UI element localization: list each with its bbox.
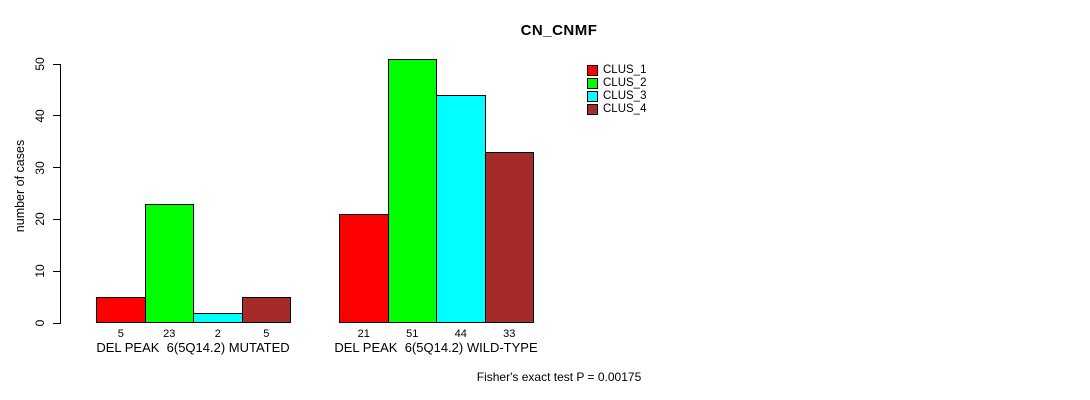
legend-label: CLUS_2 <box>603 76 647 89</box>
bar-value-label: 2 <box>214 328 221 340</box>
bar-value-label: 5 <box>263 328 270 340</box>
bar-value-label: 44 <box>454 328 467 340</box>
x-category-label: DEL PEAK 6(5Q14.2) WILD-TYPE <box>334 340 538 355</box>
bar-clus_4-group2 <box>484 152 534 323</box>
bar-clus_4-group1 <box>241 297 291 323</box>
legend-color-swatch <box>587 78 598 89</box>
bar-value-label: 33 <box>503 328 516 340</box>
y-axis-title: number of cases <box>13 139 27 233</box>
bar-clus_1-group2 <box>339 214 389 323</box>
legend-color-swatch <box>587 91 598 102</box>
legend-label: CLUS_3 <box>603 89 647 102</box>
bar-clus_2-group2 <box>387 59 437 323</box>
legend-item: CLUS_2 <box>587 76 647 89</box>
y-tick-mark <box>53 115 60 117</box>
legend-color-swatch <box>587 104 598 115</box>
legend-label: CLUS_1 <box>603 63 647 76</box>
y-tick-label: 30 <box>33 161 47 175</box>
bar-clus_2-group1 <box>144 204 194 323</box>
bar-clus_1-group1 <box>96 297 146 323</box>
y-tick-label: 20 <box>33 212 47 227</box>
y-axis-line <box>60 64 61 324</box>
legend-item: CLUS_3 <box>587 89 647 102</box>
legend-color-swatch <box>587 65 598 76</box>
y-tick-mark <box>53 218 60 220</box>
y-tick-mark <box>53 270 60 272</box>
bar-clus_3-group1 <box>193 313 243 323</box>
y-tick-label: 10 <box>33 264 47 278</box>
legend-item: CLUS_4 <box>587 102 647 115</box>
x-category-label: DEL PEAK 6(5Q14.2) MUTATED <box>96 340 290 355</box>
legend-label: CLUS_4 <box>603 102 647 115</box>
y-tick-mark <box>53 167 60 169</box>
y-tick-label: 50 <box>33 57 47 71</box>
bar-clus_3-group2 <box>436 95 486 323</box>
y-tick-mark <box>53 322 60 324</box>
y-tick-label: 40 <box>33 109 47 123</box>
y-tick-label: 0 <box>33 319 47 327</box>
y-tick-mark <box>53 63 60 65</box>
bar-value-label: 21 <box>357 328 370 340</box>
bar-value-label: 23 <box>163 328 176 340</box>
chart-title: CN_CNMF <box>520 22 598 39</box>
fisher-test-note: Fisher's exact test P = 0.00175 <box>476 370 642 384</box>
bar-value-label: 5 <box>117 328 124 340</box>
legend: CLUS_1 CLUS_2 CLUS_3 CLUS_4 <box>587 63 647 115</box>
bar-value-label: 51 <box>406 328 419 340</box>
legend-item: CLUS_1 <box>587 63 647 76</box>
